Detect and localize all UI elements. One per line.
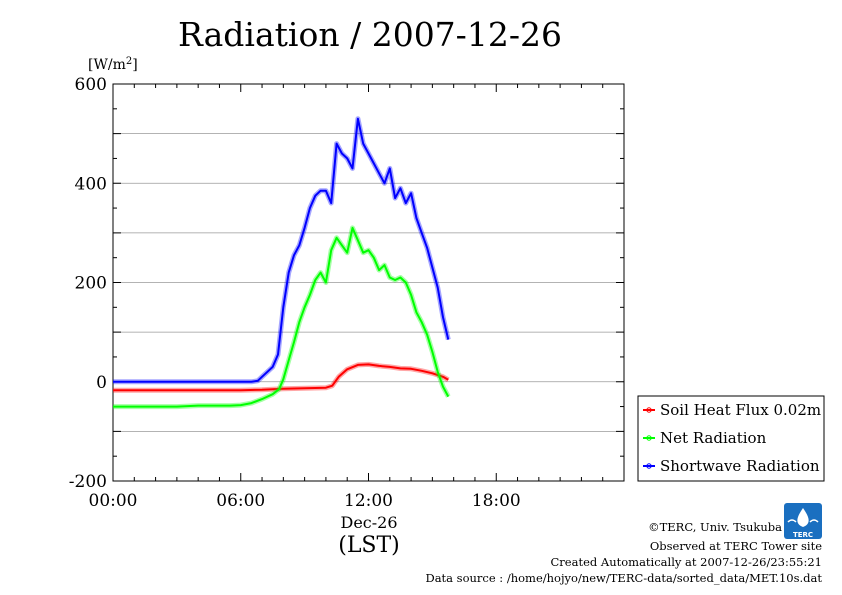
- legend-label: Soil Heat Flux 0.02m: [660, 401, 821, 419]
- y-tick-label: 600: [75, 75, 107, 95]
- legend-marker: [646, 407, 652, 413]
- legend: Soil Heat Flux 0.02m Net Radiation Shortwa…: [637, 395, 825, 482]
- chart-title: Radiation / 2007-12-26: [178, 15, 562, 54]
- created-text: Created Automatically at 2007-12-26/23:5…: [551, 555, 823, 569]
- legend-items: Soil Heat Flux 0.02m Net Radiation Shortwa…: [643, 401, 821, 475]
- legend-label: Net Radiation: [660, 429, 767, 447]
- y-tick-label: 200: [75, 274, 107, 294]
- data-source-text: Data source : /home/hojyo/new/TERC-data/…: [425, 571, 822, 585]
- legend-box: [637, 395, 825, 482]
- axis-ticks: [112, 83, 625, 482]
- logo-text: TERC: [793, 531, 813, 539]
- wave-icon: [787, 519, 819, 523]
- series-lines: [113, 116, 451, 410]
- water-drop-icon: [797, 508, 809, 527]
- legend-label: Shortwave Radiation: [660, 457, 820, 475]
- legend-marker: [646, 435, 652, 441]
- series-line: [113, 363, 449, 392]
- observed-text: Observed at TERC Tower site: [650, 539, 822, 553]
- terc-logo: TERC: [784, 503, 822, 539]
- y-tick-label: 0: [96, 373, 107, 393]
- y-axis-unit-label: [W/m2]: [88, 56, 138, 73]
- x-tick-label: 06:00: [216, 491, 265, 511]
- x-axis-title: (LST): [338, 533, 400, 558]
- x-tick-label: 00:00: [89, 491, 138, 511]
- grid-lines: [113, 133, 624, 432]
- legend-marker: [646, 463, 652, 469]
- copyright-text: ©TERC, Univ. Tsukuba: [648, 520, 782, 534]
- series-band: [113, 116, 451, 385]
- series-line: [113, 117, 450, 383]
- x-tick-labels: 00:00 06:00 12:00 18:00: [89, 491, 521, 511]
- date-label: Dec-26: [340, 513, 397, 532]
- series-line: [113, 226, 450, 408]
- x-tick-label: 18:00: [472, 491, 521, 511]
- y-tick-label: -200: [69, 472, 107, 492]
- y-tick-label: 400: [75, 174, 107, 194]
- x-tick-label: 12:00: [344, 491, 393, 511]
- y-tick-labels: -200 0 200 400 600: [69, 75, 107, 492]
